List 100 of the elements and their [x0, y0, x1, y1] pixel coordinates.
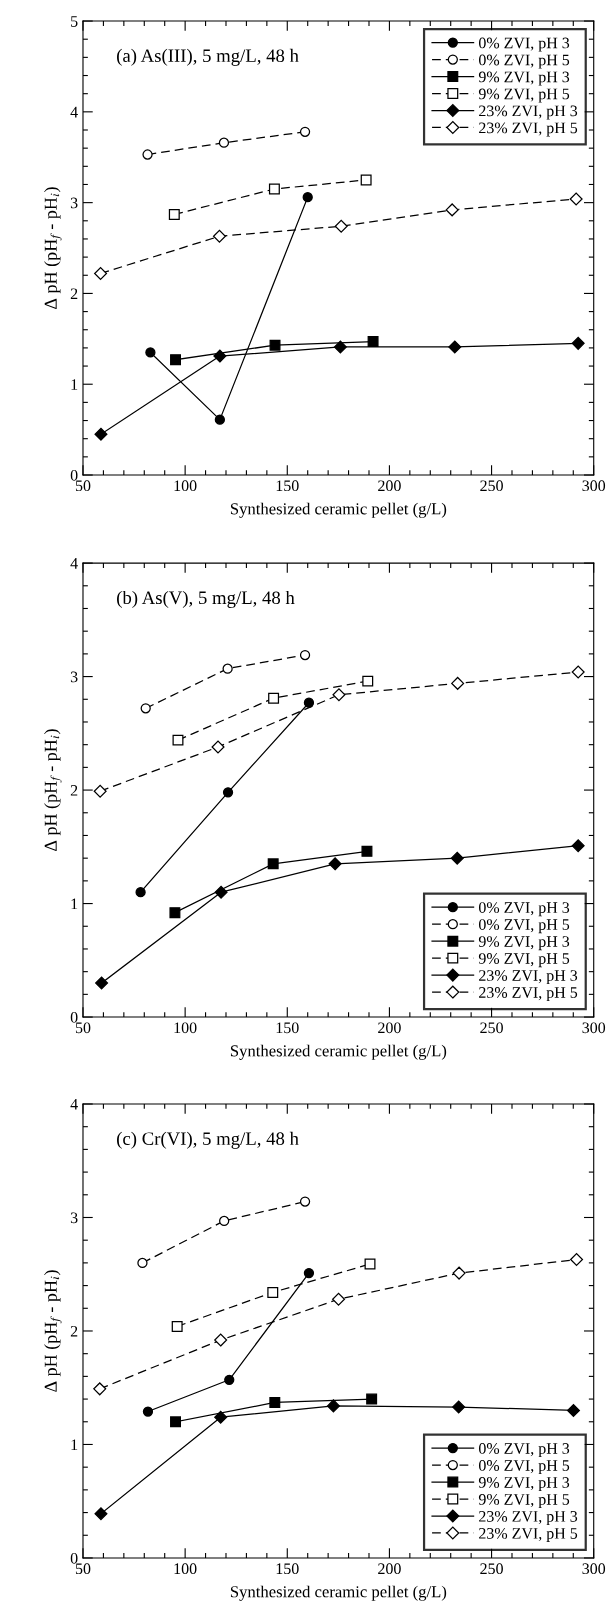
point [445, 203, 459, 217]
x-tick-label: 100 [174, 1022, 197, 1034]
x-tick-label: 100 [174, 1563, 197, 1575]
point [93, 1382, 107, 1396]
point [94, 427, 108, 441]
point [367, 336, 379, 348]
legend-label: 9% ZVI, pH 3 [478, 936, 570, 951]
point [140, 703, 151, 714]
text: (b) As(V), 5 mg/L, 48 h [117, 590, 295, 608]
point [170, 354, 182, 366]
point [299, 649, 311, 661]
point [569, 192, 583, 206]
y-tick-label: 4 [70, 1099, 78, 1110]
x-tick-label: 250 [480, 1022, 503, 1034]
point [571, 665, 585, 679]
point [171, 1320, 183, 1332]
point [142, 1406, 154, 1417]
point [213, 349, 227, 363]
point [268, 692, 280, 704]
point [214, 885, 228, 899]
legend-label: 9% ZVI, pH 5 [478, 88, 570, 103]
y-tick-label: 0 [70, 1011, 78, 1023]
point [302, 192, 313, 203]
point [332, 688, 346, 702]
y-tick-label: 4 [70, 106, 78, 118]
point [332, 1292, 346, 1306]
point [170, 1416, 182, 1428]
legend-label: 0% ZVI, pH 5 [478, 1460, 570, 1475]
point [145, 347, 156, 358]
legend-label: 0% ZVI, pH 3 [478, 1443, 570, 1458]
point [366, 1393, 378, 1405]
x-tick-label: 200 [378, 480, 401, 492]
point [135, 887, 146, 898]
point [214, 1333, 228, 1347]
x-tick-label: 200 [378, 1563, 401, 1575]
point [214, 414, 226, 425]
point [333, 340, 347, 354]
legend-label: 9% ZVI, pH 5 [478, 1494, 570, 1509]
point [267, 1286, 279, 1298]
y-tick-label: 3 [70, 671, 78, 683]
text: (c) Cr(VI), 5 mg/L, 48 h [117, 1131, 299, 1149]
y-axis-title: Δ pH (pH$_{f}$ - pH$_{i}$) [44, 187, 62, 309]
x-tick-label: 300 [582, 1563, 606, 1575]
point [214, 1410, 228, 1424]
x-tick-label: 250 [480, 1563, 503, 1575]
point [334, 219, 348, 233]
point [360, 174, 372, 186]
point [570, 1252, 584, 1266]
x-tick-label: 300 [582, 1022, 606, 1034]
point [303, 1267, 315, 1279]
point [566, 1403, 581, 1417]
legend-label: 23% ZVI, pH 5 [479, 1527, 578, 1542]
x-tick-label: 100 [174, 480, 197, 492]
legend-label: 0% ZVI, pH 3 [478, 902, 570, 917]
point [224, 1374, 235, 1385]
legend-label: 9% ZVI, pH 5 [478, 953, 570, 968]
point [364, 1258, 376, 1270]
x-tick-label: 150 [276, 1022, 299, 1034]
x-tick-label: 300 [582, 480, 606, 492]
y-axis-title: Δ pH (pH$_{f}$ - pH$_{i}$) [44, 729, 62, 851]
point [211, 740, 225, 754]
y-tick-label: 1 [71, 1439, 78, 1451]
point [222, 663, 233, 674]
x-axis-title: Synthesized ceramic pellet (g/L) [230, 502, 447, 518]
y-tick-label: 4 [70, 558, 78, 569]
point [451, 676, 465, 690]
point [452, 1400, 466, 1414]
point [326, 1399, 340, 1413]
y-axis-title: Δ pH (pH$_{f}$ - pH$_{i}$) [44, 1270, 62, 1392]
legend-label: 9% ZVI, pH 3 [478, 71, 570, 86]
y-tick-label: 2 [70, 1325, 78, 1337]
x-axis-title: Synthesized ceramic pellet (g/L) [230, 1585, 447, 1601]
x-tick-label: 150 [276, 480, 299, 492]
point [94, 266, 108, 280]
text: (a) As(III), 5 mg/L, 48 h [117, 48, 299, 66]
point [450, 851, 464, 865]
y-tick-label: 5 [71, 16, 78, 27]
point [95, 976, 109, 990]
y-tick-label: 3 [70, 1212, 78, 1224]
point [169, 907, 181, 919]
x-tick-label: 50 [75, 480, 91, 492]
legend-label: 0% ZVI, pH 5 [478, 54, 570, 69]
point [303, 697, 315, 708]
point [448, 340, 462, 354]
point [212, 229, 226, 243]
legend-label: 23% ZVI, pH 3 [479, 105, 578, 120]
point [328, 857, 342, 871]
legend-label: 9% ZVI, pH 3 [478, 1477, 570, 1492]
y-tick-label: 1 [71, 379, 78, 390]
point [267, 858, 279, 870]
point [137, 1257, 148, 1269]
y-tick-label: 2 [70, 785, 78, 796]
x-tick-label: 250 [480, 480, 503, 492]
legend-label: 23% ZVI, pH 5 [479, 122, 578, 137]
legend-label: 23% ZVI, pH 3 [479, 970, 578, 985]
x-tick-label: 200 [378, 1022, 401, 1034]
legend-label: 23% ZVI, pH 5 [479, 987, 578, 1002]
point [269, 1396, 281, 1408]
y-tick-label: 1 [71, 898, 78, 910]
point [452, 1266, 466, 1280]
